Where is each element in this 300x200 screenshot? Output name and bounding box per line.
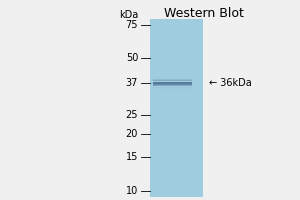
Text: Western Blot: Western Blot	[164, 7, 243, 20]
FancyBboxPatch shape	[150, 19, 203, 197]
Text: 15: 15	[126, 152, 138, 162]
FancyBboxPatch shape	[153, 84, 192, 85]
Text: kDa: kDa	[119, 10, 138, 20]
FancyBboxPatch shape	[153, 87, 192, 88]
Text: 25: 25	[126, 110, 138, 120]
FancyBboxPatch shape	[153, 79, 192, 80]
Text: 75: 75	[126, 20, 138, 30]
FancyBboxPatch shape	[153, 85, 192, 86]
Text: 37: 37	[126, 78, 138, 88]
FancyBboxPatch shape	[153, 80, 192, 81]
Text: ← 36kDa: ← 36kDa	[209, 78, 252, 88]
FancyBboxPatch shape	[153, 82, 192, 83]
Text: 50: 50	[126, 53, 138, 63]
Text: 20: 20	[126, 129, 138, 139]
FancyBboxPatch shape	[153, 83, 192, 84]
Text: 10: 10	[126, 186, 138, 196]
